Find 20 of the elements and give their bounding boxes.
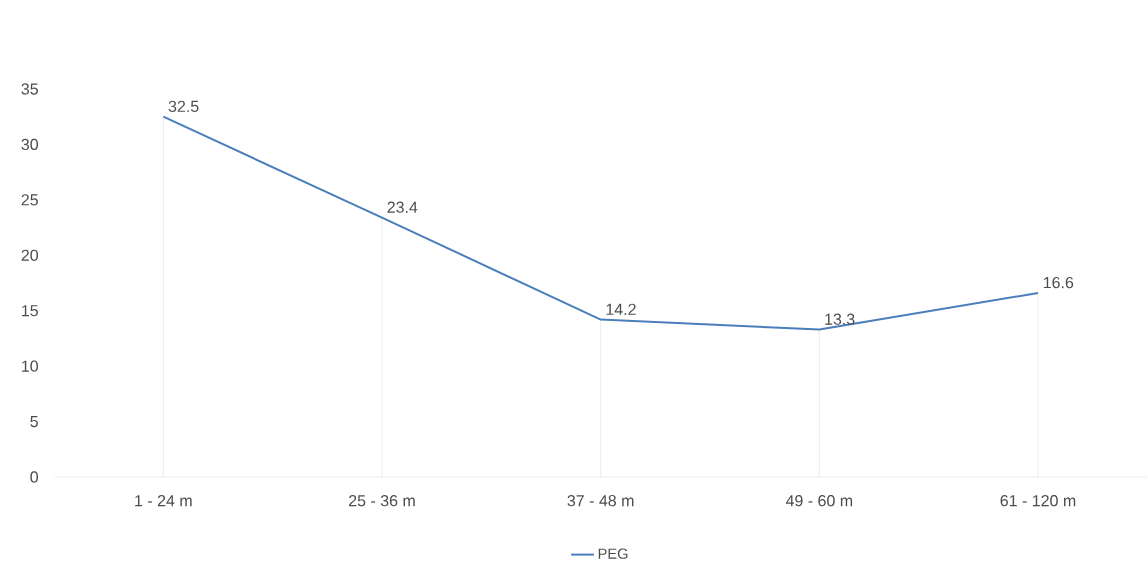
- x-tick-label: 25 - 36 m: [349, 495, 415, 507]
- y-tick-label: 20: [21, 249, 39, 261]
- y-tick-label: 35: [21, 83, 38, 95]
- y-tick-label: 10: [22, 360, 39, 372]
- data-label: 13.3: [825, 313, 855, 325]
- data-label: 23.4: [387, 201, 418, 213]
- x-tick-label: 49 - 60 m: [785, 495, 853, 507]
- legend-label: PEG: [598, 548, 628, 559]
- data-label: 16.6: [1043, 276, 1074, 289]
- x-tick-label: 1 - 24 m: [135, 495, 192, 507]
- line-series: [162, 115, 1040, 331]
- y-tick-label: 0: [30, 471, 39, 483]
- y-tick-label: 25: [21, 194, 38, 206]
- y-tick-label: 15: [22, 305, 38, 317]
- y-tick-label: 5: [30, 416, 38, 428]
- data-label: 14.2: [606, 303, 636, 315]
- x-tick-label: 37 - 48 m: [567, 495, 634, 507]
- x-tick-label: 61 - 120 m: [1000, 495, 1076, 507]
- y-tick-label: 30: [21, 138, 39, 151]
- data-label: 32.5: [168, 100, 199, 112]
